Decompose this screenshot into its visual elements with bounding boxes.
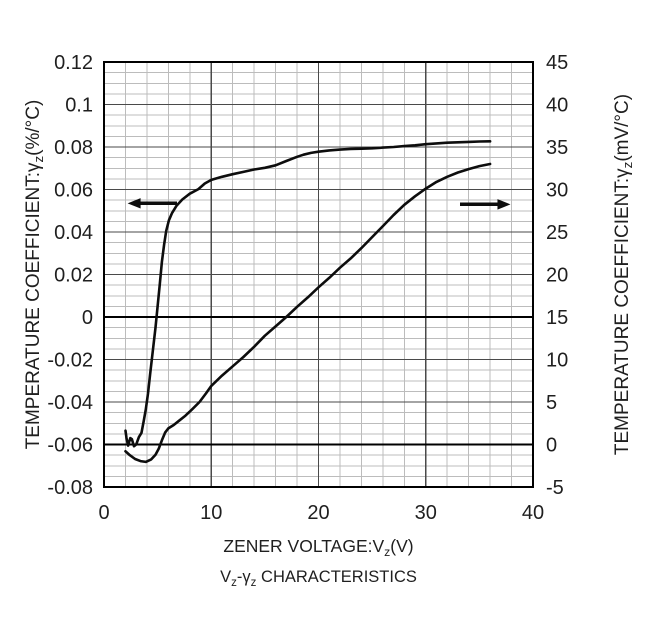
left-axis-tick-label: -0.02 [47,350,93,372]
plot-border [103,61,534,488]
right-axis-tick-label: 35 [546,137,568,159]
x-axis-tick-label: 0 [98,502,109,524]
right-axis-tick-label: -5 [546,477,564,499]
left-axis-tick-label: -0.06 [47,435,93,457]
x-axis-tick-label: 20 [307,502,329,524]
x-axis-title: ZENER VOLTAGE:Vz(V) [223,536,413,559]
left-axis-tick-label: 0.02 [54,265,93,287]
left-axis-tick-label: -0.04 [47,392,93,414]
x-axis-tick-label: 30 [415,502,437,524]
left-axis-tick-label: 0.04 [54,222,93,244]
right-axis-tick-label: 0 [546,435,557,457]
x-axis-tick-label: 40 [522,502,544,524]
x-axis-tick-label: 10 [200,502,222,524]
right-axis-tick-label: 15 [546,307,568,329]
right-axis-tick-label: 30 [546,180,568,202]
left-axis-tick-label: 0.08 [54,137,93,159]
right-axis-tick-label: 10 [546,350,568,372]
left-axis-pointer-arrow-head [127,198,141,209]
right-axis-tick-label: 5 [546,392,557,414]
left-axis-tick-label: 0.1 [65,95,93,117]
left-axis-title: TEMPERATURE COEFFICIENT:γz(%/°C) [23,100,46,450]
curve-gamma-z-percent-per-degC [124,140,492,448]
left-axis-tick-label: -0.08 [47,477,93,499]
right-axis-pointer-arrow-head [497,199,511,210]
chart-caption: Vz-γz CHARACTERISTICS [220,568,417,589]
right-axis-tick-label: 45 [546,52,568,74]
right-axis-tick-label: 20 [546,265,568,287]
curve-gamma-z-mV-per-degC [124,162,492,464]
left-axis-tick-label: 0.12 [54,52,93,74]
right-axis-tick-label: 25 [546,222,568,244]
right-axis-title: TEMPERATURE COEFFICIENT:γz(mV/°C) [612,94,635,455]
left-axis-tick-label: 0.06 [54,180,93,202]
right-axis-tick-label: 40 [546,95,568,117]
left-axis-tick-label: 0 [82,307,93,329]
